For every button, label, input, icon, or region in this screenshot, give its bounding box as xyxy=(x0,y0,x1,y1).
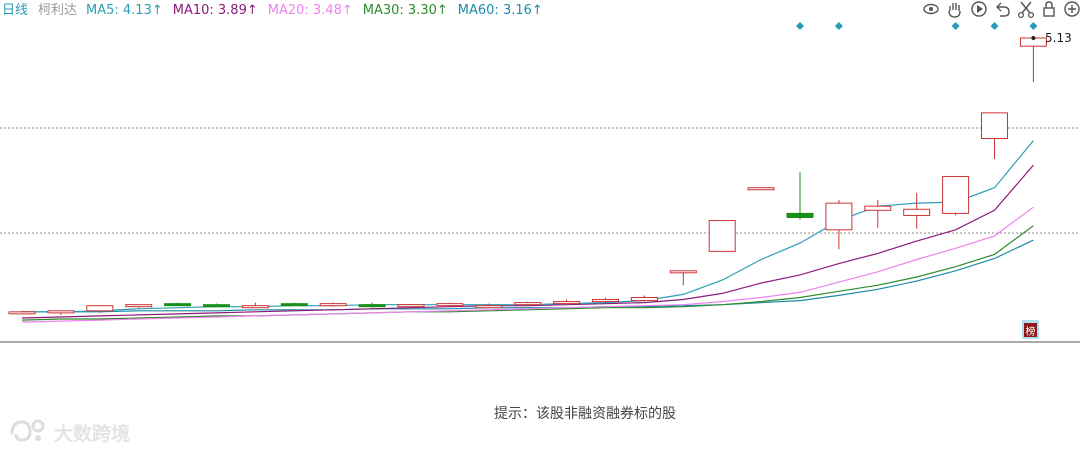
candle[interactable] xyxy=(708,220,736,252)
ma-legend-item: MA10: 3.89↑ xyxy=(173,3,258,18)
candle[interactable] xyxy=(280,302,308,307)
candle-body xyxy=(669,270,697,274)
candle[interactable] xyxy=(669,270,697,286)
candle-body xyxy=(203,304,230,308)
lock-icon[interactable] xyxy=(1043,1,1055,17)
toolbar xyxy=(923,1,1080,19)
candle-body xyxy=(708,220,736,252)
ma-legend-item: MA20: 3.48↑ xyxy=(268,3,353,18)
chart-header: 日线 柯利达 MA5: 4.13↑ MA10: 3.89↑ MA20: 3.48↑ M… xyxy=(2,3,543,18)
candle[interactable] xyxy=(436,302,464,307)
candle-body xyxy=(8,311,36,315)
candle[interactable] xyxy=(553,299,581,305)
ma-legend-item: MA30: 3.30↑ xyxy=(363,3,448,18)
candle-body xyxy=(475,305,503,309)
rank-badge[interactable]: 榜 xyxy=(1022,320,1039,339)
candle-body xyxy=(514,302,542,306)
signal-markers xyxy=(796,22,1038,30)
ma-lines xyxy=(21,140,1034,323)
candle[interactable] xyxy=(786,172,814,220)
candles xyxy=(8,37,1047,315)
last-price-label: 5.13 xyxy=(1045,31,1072,45)
ma-legend-item: MA5: 4.13↑ xyxy=(86,3,163,18)
candle[interactable] xyxy=(475,303,503,309)
ma-legend: MA5: 4.13↑ MA10: 3.89↑ MA20: 3.48↑ MA30: 3.… xyxy=(86,3,543,18)
candle[interactable] xyxy=(358,302,386,308)
candle[interactable] xyxy=(825,200,853,250)
candle-body xyxy=(630,296,658,302)
ma30-line xyxy=(21,225,1034,321)
candle-body xyxy=(553,301,581,305)
eye-icon[interactable] xyxy=(923,3,939,15)
ma20-line xyxy=(21,206,1034,323)
candle-body xyxy=(825,202,853,231)
badge-text: 榜 xyxy=(1026,325,1036,338)
candle-body xyxy=(86,305,114,312)
grid xyxy=(0,127,1080,343)
candle-body xyxy=(164,303,192,307)
candle[interactable] xyxy=(981,112,1008,160)
signal-marker[interactable] xyxy=(834,22,843,30)
signal-marker[interactable] xyxy=(796,22,804,30)
candle-body xyxy=(241,305,269,309)
ma5-line xyxy=(22,140,1034,313)
signal-marker[interactable] xyxy=(951,22,960,30)
play-icon[interactable] xyxy=(971,1,987,17)
candle[interactable] xyxy=(630,295,658,302)
candle[interactable] xyxy=(203,303,230,308)
candle[interactable] xyxy=(903,192,931,229)
candle-body xyxy=(864,205,892,211)
candle[interactable] xyxy=(1019,37,1047,83)
candle-body xyxy=(981,112,1008,140)
candle-body xyxy=(125,304,153,308)
candle-body xyxy=(436,303,464,307)
candle[interactable] xyxy=(125,304,153,308)
candle[interactable] xyxy=(514,301,542,306)
candle[interactable] xyxy=(8,310,36,315)
candle-body xyxy=(942,175,970,214)
period-label[interactable]: 日线 xyxy=(2,3,28,18)
stock-name: 柯利达 xyxy=(38,3,77,18)
candle[interactable] xyxy=(47,310,75,315)
watermark-text: 大数跨境 xyxy=(54,422,130,445)
candle[interactable] xyxy=(164,302,192,307)
candle-body xyxy=(280,303,308,307)
watermark: 大数跨境 xyxy=(10,419,130,445)
signal-marker[interactable] xyxy=(990,22,999,30)
candle-body xyxy=(47,310,75,314)
ma-legend-item: MA60: 3.16↑ xyxy=(458,3,543,18)
candle-body xyxy=(592,299,619,303)
candle[interactable] xyxy=(942,175,970,216)
candle[interactable] xyxy=(747,187,775,191)
hand-icon[interactable] xyxy=(948,3,961,18)
ma60-line xyxy=(22,239,1034,313)
candle-body xyxy=(786,212,814,218)
margin-trading-note: 提示：该股非融资融券标的股 xyxy=(494,406,676,422)
scissors-icon[interactable] xyxy=(1017,1,1035,19)
candle-body xyxy=(319,303,347,307)
candle[interactable] xyxy=(397,304,425,308)
watermark-logo-icon xyxy=(10,419,45,442)
candle-body xyxy=(747,187,775,191)
undo-icon[interactable] xyxy=(996,2,1010,17)
candle[interactable] xyxy=(864,200,892,228)
ma10-line xyxy=(21,164,1034,319)
candle-body xyxy=(397,304,425,308)
candle[interactable] xyxy=(241,302,269,309)
candle-body xyxy=(358,304,386,308)
zoom-in-icon[interactable] xyxy=(1064,1,1080,17)
candle-body xyxy=(903,208,931,216)
last-price-marker: 5.13 xyxy=(1031,31,1072,45)
signal-marker[interactable] xyxy=(1029,22,1038,30)
candle[interactable] xyxy=(86,305,114,313)
candle[interactable] xyxy=(319,302,347,307)
candle[interactable] xyxy=(592,297,619,303)
